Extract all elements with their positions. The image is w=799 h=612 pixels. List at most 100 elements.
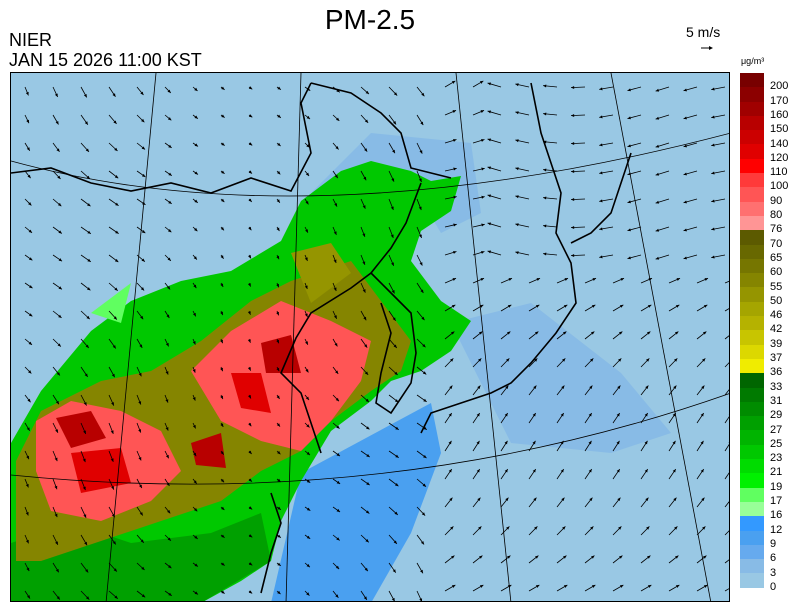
- wind-arrowhead: [140, 287, 145, 291]
- wind-arrowhead: [336, 508, 341, 513]
- wind-arrowhead: [390, 206, 394, 210]
- wind-arrowhead: [487, 194, 492, 198]
- wind-arrowhead: [194, 591, 199, 595]
- wind-arrowhead: [277, 506, 281, 510]
- wind-arrowhead: [453, 250, 457, 254]
- wind-arrowhead: [110, 458, 114, 462]
- graticule: [11, 73, 729, 601]
- wind-arrowhead: [55, 541, 58, 545]
- wind-arrowhead: [505, 497, 509, 501]
- wind-arrowhead: [55, 400, 59, 405]
- wind-arrowhead: [590, 526, 594, 530]
- wind-arrowhead: [87, 258, 91, 262]
- wind-arrowhead: [193, 284, 197, 289]
- wind-arrowhead: [543, 140, 547, 144]
- wind-arrowhead: [364, 119, 369, 123]
- wind-arrowhead: [112, 93, 116, 97]
- wind-arrowhead: [391, 289, 395, 294]
- wind-arrowhead: [54, 93, 58, 97]
- wind-arrowhead: [248, 395, 251, 399]
- wind-arrowhead: [646, 358, 650, 362]
- wind-arrowhead: [276, 227, 280, 232]
- wind-arrowhead: [479, 304, 484, 308]
- wind-arrowhead: [247, 367, 251, 371]
- wind-arrowhead: [27, 398, 31, 403]
- wind-arrowhead: [571, 85, 575, 89]
- wind-arrowhead: [112, 541, 116, 545]
- legend-band: [740, 401, 764, 417]
- wind-arrowhead: [563, 555, 567, 559]
- wind-arrowhead: [476, 413, 480, 417]
- wind-arrowhead: [86, 315, 90, 320]
- wind-arrowhead: [85, 569, 89, 573]
- wind-arrowhead: [599, 115, 603, 119]
- wind-arrowhead: [193, 256, 197, 260]
- wind-vectors: [24, 80, 729, 601]
- legend-label: 23: [770, 452, 783, 465]
- wind-arrowhead: [363, 596, 367, 600]
- wind-arrowhead: [617, 497, 621, 501]
- organization-label: NIER: [9, 30, 53, 50]
- wind-arrowhead: [165, 454, 169, 459]
- legend-band: [740, 115, 764, 131]
- legend-label: 55: [770, 280, 783, 293]
- wind-arrowhead: [683, 228, 687, 232]
- wind-arrowhead: [704, 278, 709, 281]
- wind-arrowhead: [141, 118, 145, 123]
- wind-arrowhead: [25, 539, 29, 544]
- pm-red-zone: [36, 301, 371, 521]
- legend-band: [740, 330, 764, 345]
- wind-arrowhead: [82, 486, 86, 491]
- wind-arrowhead: [487, 138, 492, 142]
- legend-label: 25: [770, 437, 783, 450]
- wind-arrowhead: [304, 313, 308, 317]
- legend-label: 50: [770, 294, 783, 307]
- wind-arrowhead: [277, 590, 281, 595]
- wind-arrowhead: [56, 148, 60, 152]
- legend-label: 16: [770, 509, 783, 522]
- wind-arrowhead: [364, 344, 368, 348]
- wind-arrowhead: [560, 440, 564, 445]
- wind-arrowhead: [165, 342, 169, 347]
- wind-arrowhead: [571, 141, 575, 145]
- wind-arrowhead: [221, 590, 225, 594]
- wind-arrowhead: [646, 526, 650, 530]
- wind-arrowhead: [711, 199, 715, 203]
- wind-arrowhead: [711, 255, 715, 259]
- wind-arrowhead: [111, 373, 115, 378]
- wind-arrowhead: [58, 286, 62, 290]
- wind-arrowhead: [563, 584, 568, 588]
- wind-arrowhead: [672, 413, 676, 417]
- wind-arrowhead: [515, 139, 519, 143]
- wind-arrowhead: [449, 497, 453, 501]
- wind-arrowhead: [139, 512, 143, 516]
- wind-arrowhead: [142, 201, 146, 205]
- wind-arrowhead: [277, 478, 281, 482]
- wind-arrowhead: [335, 370, 339, 374]
- wind-arrowhead: [543, 196, 547, 200]
- wind-arrowhead: [590, 358, 594, 362]
- wind-arrowhead: [58, 258, 63, 262]
- wind-arrowhead: [306, 115, 311, 120]
- wind-arrowhead: [504, 469, 508, 473]
- wind-arrowhead: [711, 227, 715, 231]
- wind-arrowhead: [362, 205, 366, 209]
- legend-label: 140: [770, 137, 789, 150]
- wind-arrowhead: [306, 592, 310, 596]
- wind-arrowhead: [220, 339, 223, 344]
- legend-band: [740, 301, 764, 317]
- wind-arrowhead: [571, 197, 575, 201]
- wind-arrowhead: [85, 344, 89, 349]
- wind-arrowhead: [362, 233, 366, 237]
- legend-label: 17: [770, 495, 783, 507]
- wind-arrowhead: [507, 304, 512, 308]
- wind-arrowhead: [701, 497, 705, 501]
- wind-arrowhead: [168, 592, 172, 596]
- wind-arrowhead: [306, 451, 310, 456]
- wind-arrowhead: [57, 175, 61, 179]
- wind-arrowhead: [590, 331, 595, 335]
- legend-label: 150: [770, 123, 789, 136]
- wind-arrowhead: [589, 497, 593, 501]
- wind-arrowhead: [422, 343, 426, 348]
- wind-arrowhead: [644, 469, 648, 473]
